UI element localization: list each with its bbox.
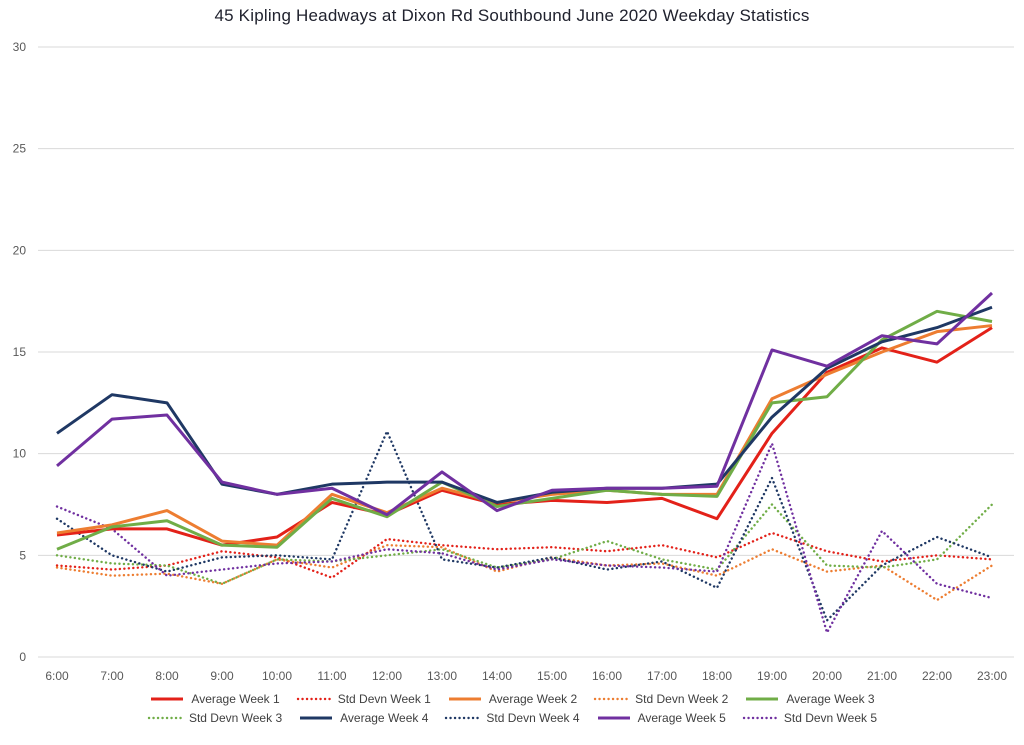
legend-swatch [593,697,629,701]
legend-swatch [147,716,183,720]
legend-label: Average Week 3 [786,692,875,706]
legend-label: Std Devn Week 5 [783,711,878,725]
legend-item: Std Devn Week 1 [296,692,431,706]
series-line-average-week-3 [56,309,993,551]
y-axis-tick-label: 15 [13,345,27,359]
x-axis-tick-label: 13:00 [427,669,457,683]
series-line-std-devn-week-4 [55,430,994,622]
x-axis-tick-label: 18:00 [702,669,732,683]
legend-item: Average Week 4 [298,711,428,725]
legend-item: Average Week 1 [149,692,280,706]
y-axis-tick-label: 0 [19,650,26,664]
legend-swatch [746,697,779,701]
x-axis-tick-label: 8:00 [155,669,179,683]
legend-item: Std Devn Week 3 [147,711,282,725]
series-line-std-devn-week-1 [55,531,994,579]
legend-item: Std Devn Week 4 [444,711,580,725]
y-axis-tick-label: 5 [19,548,26,562]
y-axis-tick-label: 25 [13,142,27,156]
legend-label: Std Devn Week 2 [635,692,729,706]
legend-label: Average Week 5 [637,711,726,725]
x-axis-tick-label: 15:00 [537,669,567,683]
legend-swatch [296,697,331,701]
y-axis-tick-label: 20 [13,243,27,257]
chart-plot: 0 5 10 15 20 25 30 6:00 7:00 8:00 9:00 10:00 11:00 12… [13,40,1014,683]
series-line-average-week-2 [56,324,993,547]
x-axis-tick-label: 16:00 [592,669,622,683]
x-axis-tick-label: 11:00 [317,669,346,683]
legend-swatch [597,716,630,720]
series-line-average-week-1 [56,326,993,547]
chart-legend: Average Week 1 Std Devn Week 1 Average Wee… [0,692,1024,725]
x-axis-tick-label: 7:00 [100,669,124,683]
legend-swatch [448,697,481,701]
x-axis-tick-label: 6:00 [45,669,69,683]
series-line-average-week-5 [56,291,994,517]
legend-swatch [300,716,333,720]
x-axis-tick-label: 12:00 [372,669,402,683]
legend-row: Average Week 1 Std Devn Week 1 Average Wee… [149,692,875,706]
legend-item: Average Week 3 [744,692,875,706]
legend-label: Average Week 1 [191,692,280,706]
legend-swatch [445,716,480,720]
x-axis-tick-label: 14:00 [482,669,512,683]
x-axis-tick-label: 19:00 [757,669,787,683]
legend-label: Average Week 4 [340,711,429,725]
x-axis-tick-label: 23:00 [977,669,1007,683]
x-axis-tick-label: 20:00 [812,669,842,683]
legend-item: Average Week 5 [596,711,726,725]
legend-item: Average Week 2 [447,692,577,706]
chart-title: 45 Kipling Headways at Dixon Rd Southbou… [214,6,810,25]
x-axis-tick-label: 17:00 [647,669,677,683]
legend-item: Std Devn Week 2 [593,692,728,706]
series-line-std-devn-week-5 [55,442,994,634]
x-axis-tick-label: 9:00 [210,669,234,683]
legend-label: Std Devn Week 3 [188,711,283,725]
x-axis-tick-label: 10:00 [262,669,292,683]
legend-swatch [151,697,184,701]
legend-row: Std Devn Week 3 Average Week 4 Std Devn We… [147,711,877,725]
y-axis-tick-label: 10 [13,447,27,461]
y-axis-tick-label: 30 [13,40,27,54]
legend-label: Std Devn Week 4 [486,711,580,725]
legend-item: Std Devn Week 5 [742,711,877,725]
x-axis-tick-label: 22:00 [922,669,952,683]
x-axis-tick-label: 21:00 [867,669,897,683]
legend-label: Std Devn Week 1 [337,692,431,706]
series-line-average-week-4 [56,305,993,504]
legend-swatch [742,716,778,720]
legend-label: Average Week 2 [488,692,578,706]
